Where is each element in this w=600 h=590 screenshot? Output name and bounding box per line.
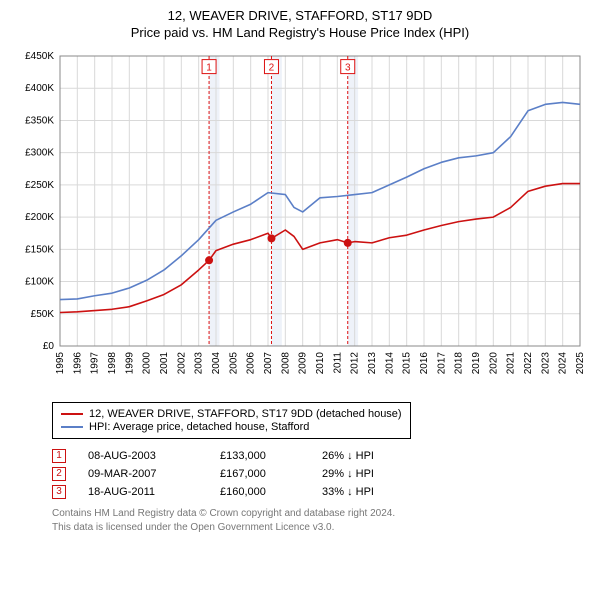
event-date: 08-AUG-2003: [88, 450, 198, 462]
event-date: 18-AUG-2011: [88, 486, 198, 498]
svg-text:1998: 1998: [107, 352, 118, 375]
legend-label: 12, WEAVER DRIVE, STAFFORD, ST17 9DD (de…: [89, 408, 402, 420]
event-marker: 3: [52, 485, 66, 499]
svg-text:£450K: £450K: [25, 51, 54, 62]
title-line-1: 12, WEAVER DRIVE, STAFFORD, ST17 9DD: [10, 8, 590, 23]
svg-text:2019: 2019: [471, 352, 482, 375]
svg-text:2004: 2004: [211, 352, 222, 375]
svg-text:2017: 2017: [436, 352, 447, 375]
svg-text:2010: 2010: [315, 352, 326, 375]
legend-box: 12, WEAVER DRIVE, STAFFORD, ST17 9DD (de…: [52, 402, 411, 439]
svg-text:2024: 2024: [558, 352, 569, 375]
event-delta: 33% ↓ HPI: [322, 486, 412, 498]
price-chart: £0 £50K £100K £150K £200K £250K £300K £350K £400…: [10, 46, 590, 394]
svg-text:1997: 1997: [90, 352, 101, 375]
event-table: 1 08-AUG-2003 £133,000 26% ↓ HPI 2 09-MAR-200…: [52, 449, 590, 499]
svg-text:£300K: £300K: [25, 148, 54, 159]
chart-svg: £0 £50K £100K £150K £200K £250K £300K £350K £400…: [10, 46, 590, 394]
event-marker: 2: [52, 467, 66, 481]
svg-text:2014: 2014: [384, 352, 395, 375]
svg-text:2022: 2022: [523, 352, 534, 375]
svg-text:2011: 2011: [332, 352, 343, 374]
svg-text:2012: 2012: [350, 352, 361, 375]
svg-text:2007: 2007: [263, 352, 274, 375]
svg-text:1995: 1995: [55, 352, 66, 375]
footer-attribution: Contains HM Land Registry data © Crown c…: [52, 507, 590, 534]
footer-line-2: This data is licensed under the Open Gov…: [52, 521, 590, 535]
svg-text:£200K: £200K: [25, 212, 54, 223]
event-price: £167,000: [220, 468, 300, 480]
svg-text:2003: 2003: [194, 352, 205, 375]
event-row: 3 18-AUG-2011 £160,000 33% ↓ HPI: [52, 485, 590, 499]
svg-text:2023: 2023: [540, 352, 551, 375]
svg-text:2005: 2005: [228, 352, 239, 375]
event-row: 2 09-MAR-2007 £167,000 29% ↓ HPI: [52, 467, 590, 481]
svg-text:2015: 2015: [402, 352, 413, 375]
svg-text:£350K: £350K: [25, 115, 54, 126]
svg-text:1996: 1996: [72, 352, 83, 375]
svg-text:2008: 2008: [280, 352, 291, 375]
event-delta: 29% ↓ HPI: [322, 468, 412, 480]
event-row: 1 08-AUG-2003 £133,000 26% ↓ HPI: [52, 449, 590, 463]
svg-text:2021: 2021: [506, 352, 517, 375]
title-line-2: Price paid vs. HM Land Registry's House …: [10, 25, 590, 40]
svg-text:3: 3: [345, 63, 351, 74]
svg-text:£50K: £50K: [31, 309, 55, 320]
event-price: £133,000: [220, 450, 300, 462]
svg-text:2000: 2000: [142, 352, 153, 375]
event-marker: 1: [52, 449, 66, 463]
svg-text:1999: 1999: [124, 352, 135, 375]
svg-text:£100K: £100K: [25, 277, 54, 288]
svg-text:2013: 2013: [367, 352, 378, 375]
svg-text:2025: 2025: [575, 352, 586, 375]
svg-text:2018: 2018: [454, 352, 465, 375]
legend-label: HPI: Average price, detached house, Staf…: [89, 421, 309, 433]
svg-text:2020: 2020: [488, 352, 499, 375]
svg-text:£250K: £250K: [25, 180, 54, 191]
event-delta: 26% ↓ HPI: [322, 450, 412, 462]
svg-text:2001: 2001: [159, 352, 170, 375]
svg-text:£150K: £150K: [25, 244, 54, 255]
chart-title: 12, WEAVER DRIVE, STAFFORD, ST17 9DD Pri…: [10, 8, 590, 40]
svg-text:2009: 2009: [298, 352, 309, 375]
svg-text:2016: 2016: [419, 352, 430, 375]
svg-text:1: 1: [206, 63, 212, 74]
event-price: £160,000: [220, 486, 300, 498]
footer-line-1: Contains HM Land Registry data © Crown c…: [52, 507, 590, 521]
event-date: 09-MAR-2007: [88, 468, 198, 480]
svg-text:2002: 2002: [176, 352, 187, 375]
legend-item: 12, WEAVER DRIVE, STAFFORD, ST17 9DD (de…: [61, 408, 402, 420]
svg-text:2006: 2006: [246, 352, 257, 375]
svg-text:£400K: £400K: [25, 83, 54, 94]
legend-swatch: [61, 426, 83, 428]
svg-text:£0: £0: [43, 341, 55, 352]
legend-item: HPI: Average price, detached house, Staf…: [61, 421, 402, 433]
svg-text:2: 2: [269, 63, 275, 74]
legend-swatch: [61, 413, 83, 415]
